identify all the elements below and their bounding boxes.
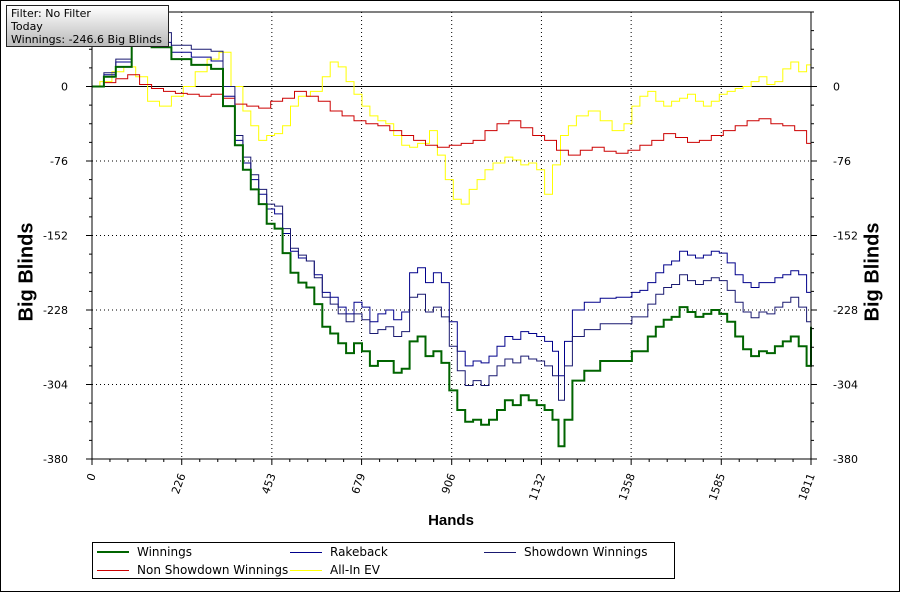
- filter-text: Filter: No Filter: [11, 7, 91, 20]
- legend-label-all-in-ev: All-In EV: [330, 563, 380, 577]
- legend-swatch-non-showdown-winnings: [97, 569, 129, 571]
- y-tick-label-right: 0: [833, 81, 840, 94]
- legend-swatch-rakeback: [290, 551, 322, 553]
- y-tick-label-left: -76: [50, 155, 68, 168]
- legend-item-winnings: Winnings: [97, 543, 192, 561]
- legend-label-winnings: Winnings: [137, 545, 192, 559]
- series-line-winnings: [92, 38, 812, 448]
- y-tick-label-left: -152: [43, 230, 68, 243]
- filter-info-box: Filter: No Filter Today Winnings: -246.6…: [6, 5, 169, 47]
- x-tick-label: 226: [169, 472, 188, 496]
- series-lines: [92, 32, 812, 448]
- plot-area-border: [91, 11, 812, 460]
- grid-lines: [91, 12, 812, 460]
- x-tick-label: 1811: [796, 472, 818, 503]
- legend-item-rakeback: Rakeback: [290, 543, 388, 561]
- axis-ticks: 0 0 -76 -76 -152 -152 -228 -228 -304 -304 -380 -380…: [43, 11, 858, 503]
- legend-item-all-in-ev: All-In EV: [290, 561, 380, 579]
- y-tick-label-left: -228: [43, 304, 68, 317]
- series-line-rakeback: [92, 37, 812, 377]
- series-line-non-showdown-winnings: [92, 74, 812, 156]
- series-line-all-in-ev: [92, 42, 812, 205]
- legend-item-showdown-winnings: Showdown Winnings: [484, 543, 648, 561]
- legend-swatch-showdown-winnings: [484, 551, 516, 553]
- x-tick-label: 1358: [616, 472, 638, 503]
- winnings-summary-text: Winnings: -246.6 Big Blinds: [11, 33, 162, 46]
- legend-swatch-all-in-ev: [290, 569, 322, 571]
- series-line-showdown-winnings: [92, 32, 812, 401]
- legend-label-non-showdown-winnings: Non Showdown Winnings: [137, 563, 289, 577]
- x-tick-label: 1585: [706, 472, 728, 503]
- y-tick-label-right: -76: [833, 155, 851, 168]
- y-tick-label-right: -228: [833, 304, 858, 317]
- y-tick-label-left: -304: [43, 379, 68, 392]
- x-tick-label: 453: [259, 472, 278, 496]
- x-tick-label: 0: [84, 472, 99, 483]
- y-axis-label-right: Big Blinds: [861, 222, 884, 322]
- y-axis-label-left: Big Blinds: [15, 222, 38, 322]
- date-range-text: Today: [11, 20, 43, 33]
- x-tick-label: 1132: [526, 472, 548, 503]
- y-tick-label-right: -304: [833, 379, 858, 392]
- legend: Winnings Rakeback Showdown Winnings Non …: [92, 542, 675, 579]
- x-tick-label: 679: [349, 472, 368, 496]
- x-tick-label: 906: [439, 472, 458, 496]
- legend-label-rakeback: Rakeback: [330, 545, 388, 559]
- legend-swatch-winnings: [97, 551, 129, 553]
- legend-item-non-showdown-winnings: Non Showdown Winnings: [97, 561, 288, 579]
- legend-label-showdown-winnings: Showdown Winnings: [524, 545, 648, 559]
- y-tick-label-right: -380: [833, 453, 858, 466]
- x-axis-label: Hands: [428, 512, 474, 529]
- y-tick-label-right: -152: [833, 230, 858, 243]
- y-tick-label-left: -380: [43, 453, 68, 466]
- y-tick-label-left: 0: [61, 81, 68, 94]
